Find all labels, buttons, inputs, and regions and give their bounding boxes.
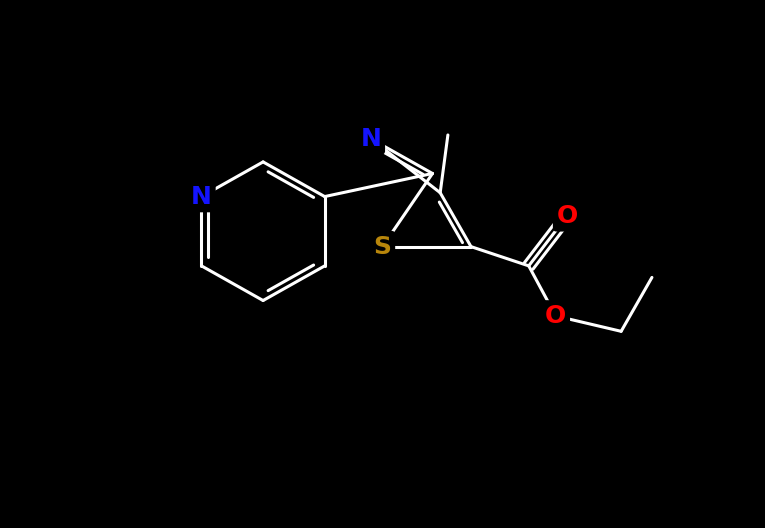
Text: O: O xyxy=(557,204,578,228)
Text: S: S xyxy=(373,234,392,259)
Text: N: N xyxy=(191,185,212,209)
Text: O: O xyxy=(545,304,566,328)
Text: N: N xyxy=(360,127,381,151)
